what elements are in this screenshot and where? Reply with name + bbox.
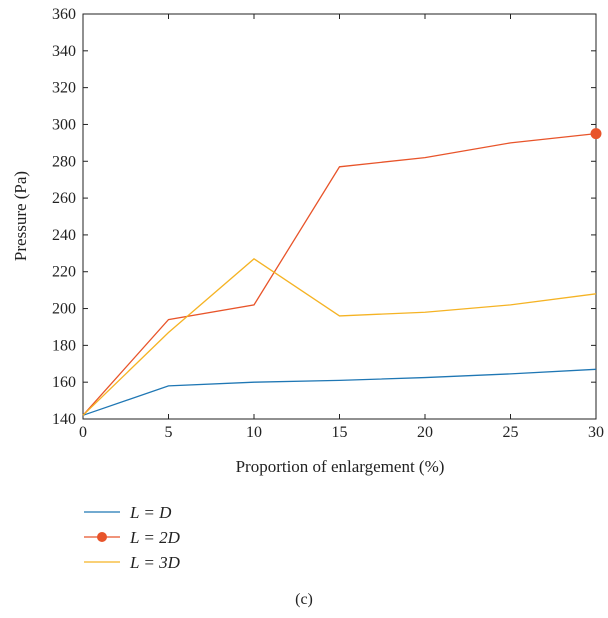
x-tick-label: 20 (417, 424, 433, 441)
y-tick-label: 360 (52, 6, 76, 23)
legend-label-2: L = 2D (129, 528, 181, 547)
x-tick-label: 30 (588, 424, 604, 441)
figure-caption: (c) (295, 591, 313, 608)
y-tick-label: 180 (52, 337, 76, 354)
series-end-marker (590, 128, 602, 140)
x-axis-title: Proportion of enlargement (%) (236, 457, 445, 476)
x-tick-label: 0 (79, 424, 87, 441)
x-tick-label: 25 (503, 424, 519, 441)
y-axis-title: Pressure (Pa) (11, 171, 30, 261)
series-layer (82, 128, 602, 416)
y-tick-label: 240 (52, 227, 76, 244)
legend-marker (97, 532, 107, 542)
y-tick-label: 200 (52, 301, 76, 318)
legend-label-1: L = D (129, 503, 172, 522)
y-tick-label: 140 (52, 411, 76, 428)
y-tick-label: 340 (52, 43, 76, 60)
x-tick-label: 10 (246, 424, 262, 441)
series-line-1 (82, 368, 597, 416)
plot-area (82, 13, 597, 420)
x-tick-label: 15 (332, 424, 348, 441)
series-line-3 (82, 258, 597, 416)
x-axis-ticks: 0 5 10 15 20 25 30 (79, 14, 604, 441)
y-tick-label: 280 (52, 153, 76, 170)
y-tick-label: 260 (52, 190, 76, 207)
series-line-2 (82, 133, 597, 416)
y-tick-label: 300 (52, 116, 76, 133)
y-tick-label: 320 (52, 80, 76, 97)
legend-label-3: L = 3D (129, 553, 181, 572)
x-tick-label: 5 (165, 424, 173, 441)
y-tick-label: 220 (52, 264, 76, 281)
y-tick-label: 160 (52, 374, 76, 391)
y-axis-ticks: 140 160 180 200 220 240 260 280 300 320 340 360 (52, 6, 596, 428)
plot-frame (82, 13, 597, 420)
legend: L = D L = 2D L = 3D (84, 503, 181, 572)
